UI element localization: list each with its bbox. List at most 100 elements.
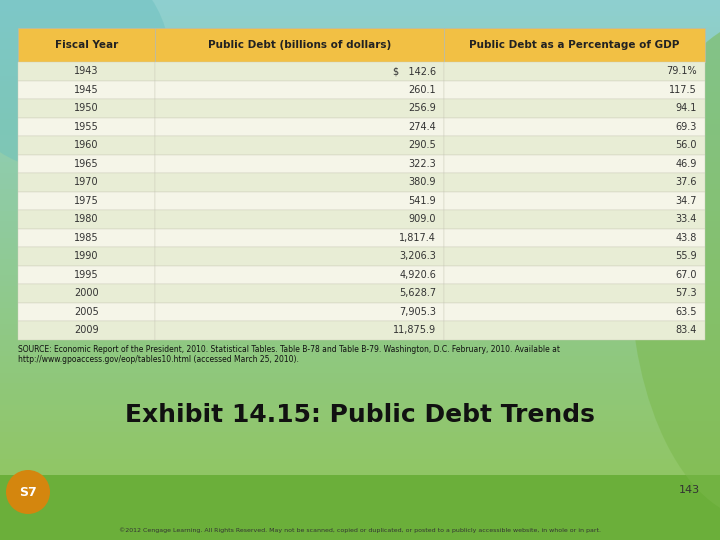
- Text: 63.5: 63.5: [675, 307, 697, 317]
- Bar: [0, 38, 720, 43]
- Text: SOURCE: Economic Report of the President, 2010. Statistical Tables. Table B-78 a: SOURCE: Economic Report of the President…: [18, 346, 560, 354]
- Text: 256.9: 256.9: [408, 103, 436, 113]
- Bar: [156, 136, 444, 154]
- Bar: [0, 470, 720, 475]
- Bar: [0, 437, 720, 443]
- Bar: [0, 232, 720, 238]
- Bar: [0, 394, 720, 400]
- Bar: [0, 292, 720, 297]
- Bar: [0, 421, 720, 427]
- Bar: [0, 248, 720, 254]
- Bar: [0, 340, 720, 346]
- Text: 2005: 2005: [74, 307, 99, 317]
- Bar: [156, 302, 444, 321]
- Bar: [18, 118, 156, 136]
- Text: 2009: 2009: [74, 325, 99, 335]
- Bar: [0, 400, 720, 405]
- Bar: [0, 508, 720, 513]
- Bar: [0, 76, 720, 81]
- Bar: [444, 228, 705, 247]
- Bar: [156, 28, 444, 62]
- Bar: [156, 321, 444, 340]
- Bar: [0, 432, 720, 437]
- Text: Public Debt (billions of dollars): Public Debt (billions of dollars): [208, 40, 391, 50]
- Bar: [0, 108, 720, 113]
- Bar: [18, 136, 156, 154]
- Bar: [0, 286, 720, 292]
- Bar: [444, 284, 705, 302]
- Bar: [0, 205, 720, 211]
- Bar: [0, 302, 720, 308]
- Bar: [0, 59, 720, 65]
- Bar: [444, 173, 705, 192]
- Bar: [0, 416, 720, 421]
- Bar: [444, 28, 705, 62]
- Text: 34.7: 34.7: [675, 195, 697, 206]
- Text: 46.9: 46.9: [675, 159, 697, 168]
- Bar: [0, 22, 720, 27]
- Bar: [0, 308, 720, 313]
- Text: 33.4: 33.4: [675, 214, 697, 224]
- Bar: [18, 80, 156, 99]
- Bar: [0, 373, 720, 378]
- Bar: [0, 410, 720, 416]
- Text: 56.0: 56.0: [675, 140, 697, 150]
- Bar: [444, 154, 705, 173]
- Bar: [18, 28, 156, 62]
- Bar: [156, 284, 444, 302]
- Bar: [156, 173, 444, 192]
- Bar: [0, 378, 720, 383]
- Text: 117.5: 117.5: [670, 85, 697, 94]
- Text: 322.3: 322.3: [408, 159, 436, 168]
- Text: 57.3: 57.3: [675, 288, 697, 298]
- Bar: [0, 319, 720, 324]
- Bar: [0, 216, 720, 221]
- Bar: [0, 97, 720, 103]
- Bar: [18, 192, 156, 210]
- Bar: [0, 119, 720, 124]
- Text: 143: 143: [679, 485, 700, 495]
- Bar: [18, 321, 156, 340]
- Text: 7,905.3: 7,905.3: [399, 307, 436, 317]
- Text: 1995: 1995: [74, 270, 99, 280]
- Bar: [0, 81, 720, 86]
- Text: 69.3: 69.3: [675, 122, 697, 132]
- Text: 1945: 1945: [74, 85, 99, 94]
- Text: http://www.gpoaccess.gov/eop/tables10.html (accessed March 25, 2010).: http://www.gpoaccess.gov/eop/tables10.ht…: [18, 355, 299, 364]
- Bar: [0, 448, 720, 454]
- Text: 274.4: 274.4: [408, 122, 436, 132]
- Bar: [0, 491, 720, 497]
- Bar: [156, 80, 444, 99]
- Bar: [444, 99, 705, 118]
- Bar: [0, 502, 720, 508]
- Bar: [0, 184, 720, 189]
- Text: 541.9: 541.9: [408, 195, 436, 206]
- Bar: [0, 329, 720, 335]
- Text: 1975: 1975: [74, 195, 99, 206]
- Bar: [0, 167, 720, 173]
- Text: 1943: 1943: [74, 66, 99, 76]
- Bar: [0, 151, 720, 157]
- Text: 1950: 1950: [74, 103, 99, 113]
- Bar: [0, 475, 720, 540]
- Bar: [444, 136, 705, 154]
- Bar: [18, 210, 156, 228]
- Bar: [0, 70, 720, 76]
- Bar: [0, 356, 720, 362]
- Ellipse shape: [0, 0, 170, 170]
- Bar: [156, 266, 444, 284]
- Bar: [0, 238, 720, 243]
- Text: 1965: 1965: [74, 159, 99, 168]
- Text: 3,206.3: 3,206.3: [399, 251, 436, 261]
- Bar: [0, 86, 720, 92]
- Bar: [444, 62, 705, 80]
- Text: 5,628.7: 5,628.7: [399, 288, 436, 298]
- Text: 1990: 1990: [74, 251, 99, 261]
- Bar: [0, 221, 720, 227]
- Bar: [18, 62, 156, 80]
- Bar: [0, 481, 720, 486]
- Bar: [0, 49, 720, 54]
- Bar: [0, 535, 720, 540]
- Text: 1970: 1970: [74, 177, 99, 187]
- Bar: [0, 157, 720, 162]
